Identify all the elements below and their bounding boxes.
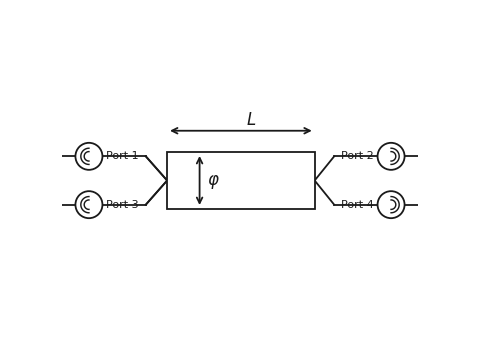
Text: Port 1: Port 1 <box>106 151 139 161</box>
Text: Port 3: Port 3 <box>106 200 139 210</box>
Circle shape <box>378 191 405 218</box>
Text: L: L <box>247 111 256 129</box>
Circle shape <box>378 143 405 170</box>
Circle shape <box>75 191 102 218</box>
Text: φ: φ <box>207 171 218 190</box>
Text: Port 2: Port 2 <box>341 151 374 161</box>
Text: Port 4: Port 4 <box>341 200 374 210</box>
Bar <box>167 152 315 209</box>
Circle shape <box>75 143 102 170</box>
